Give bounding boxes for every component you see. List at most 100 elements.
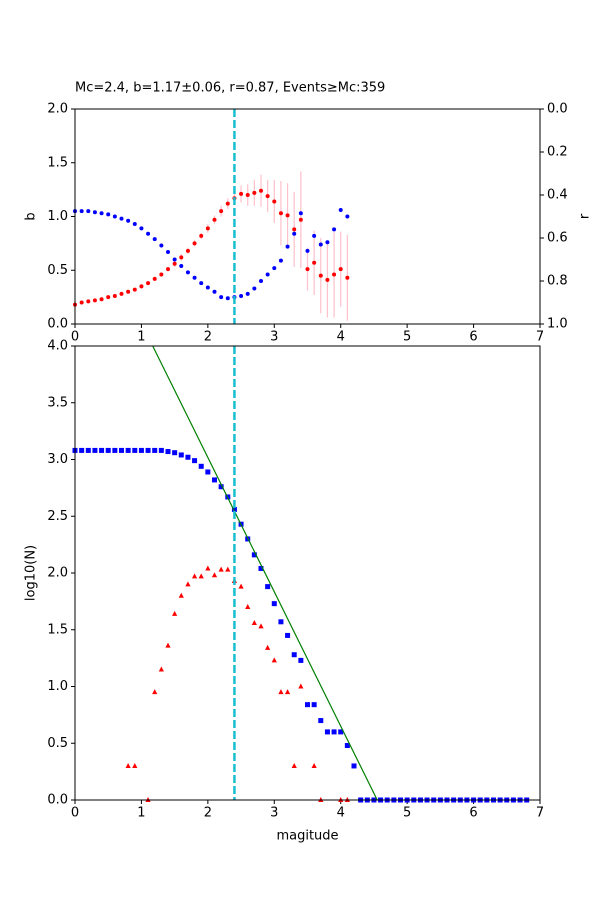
point <box>99 297 104 302</box>
point <box>292 231 297 236</box>
point <box>205 226 210 231</box>
point <box>305 248 310 253</box>
point <box>146 281 151 286</box>
point <box>192 275 197 280</box>
point <box>185 454 191 460</box>
chart-title: Mc=2.4, b=1.17±0.06, r=0.87, Events≥Mc:3… <box>75 81 385 96</box>
point <box>219 295 224 300</box>
point <box>298 211 303 216</box>
point <box>198 573 204 579</box>
point <box>146 231 151 236</box>
point <box>99 447 105 453</box>
point <box>212 217 217 222</box>
point <box>332 272 337 277</box>
point <box>172 261 177 266</box>
point <box>158 447 164 453</box>
point <box>112 214 117 219</box>
point <box>99 211 104 216</box>
point <box>92 210 97 215</box>
point <box>325 277 330 282</box>
point <box>225 201 230 206</box>
point <box>126 289 131 294</box>
x-tick-label: 5 <box>403 806 411 821</box>
point <box>251 619 257 625</box>
point <box>271 657 277 663</box>
point <box>292 227 297 232</box>
point <box>185 270 190 275</box>
point <box>191 573 198 579</box>
y-tick-label: 1.0 <box>47 679 68 694</box>
point <box>178 592 184 598</box>
y2-tick-label: 0.8 <box>547 274 568 289</box>
point <box>332 227 337 232</box>
point <box>199 233 204 238</box>
point <box>312 260 317 265</box>
point <box>345 214 350 219</box>
point <box>259 188 263 193</box>
point <box>259 279 263 283</box>
point <box>119 216 124 221</box>
point <box>205 469 211 475</box>
point <box>212 289 217 294</box>
point <box>172 257 177 262</box>
point <box>205 565 211 571</box>
point <box>231 506 237 512</box>
point <box>239 294 244 299</box>
point <box>252 190 257 195</box>
point <box>278 689 284 695</box>
y-tick-label: 2.0 <box>47 102 68 117</box>
x-tick-label: 0 <box>71 330 79 345</box>
point <box>345 275 350 280</box>
y-tick-label: 0.0 <box>47 317 68 332</box>
point <box>271 601 277 607</box>
point <box>251 552 257 558</box>
x-axis-label: magitude <box>276 829 338 844</box>
point <box>325 240 330 245</box>
point <box>278 258 283 263</box>
point <box>311 702 317 708</box>
point <box>139 226 144 231</box>
point <box>199 281 204 286</box>
y-tick-label: 1.5 <box>47 155 68 170</box>
x-tick-label: 0 <box>71 806 79 821</box>
point <box>172 610 178 616</box>
point <box>245 193 250 197</box>
x-tick-label: 4 <box>337 330 345 345</box>
point <box>298 657 304 663</box>
axes-frame <box>74 345 541 801</box>
point <box>145 447 151 453</box>
point <box>239 191 244 196</box>
point <box>179 255 184 260</box>
point <box>205 285 210 290</box>
x-tick-label: 1 <box>137 330 145 345</box>
y-tick-label: 3.0 <box>47 452 68 467</box>
point <box>318 242 323 247</box>
point <box>106 295 111 300</box>
point <box>125 762 131 768</box>
fit-line <box>152 346 378 800</box>
point <box>178 452 184 458</box>
point <box>79 300 84 305</box>
point <box>172 450 178 456</box>
point <box>252 286 257 291</box>
y2-axis-label: r <box>578 213 593 219</box>
point <box>198 463 204 469</box>
point <box>265 584 271 590</box>
point <box>278 211 283 216</box>
y-tick-label: 1.0 <box>47 209 68 224</box>
point <box>79 209 84 214</box>
y-tick-label: 4.0 <box>47 339 68 354</box>
point <box>152 447 158 453</box>
point <box>152 276 157 281</box>
point <box>245 291 250 296</box>
point <box>218 566 224 572</box>
point <box>285 244 290 249</box>
point <box>106 212 111 217</box>
point <box>298 217 303 222</box>
point <box>185 248 190 253</box>
point <box>132 447 138 453</box>
point <box>86 299 91 304</box>
point <box>165 449 171 455</box>
point <box>338 267 343 272</box>
